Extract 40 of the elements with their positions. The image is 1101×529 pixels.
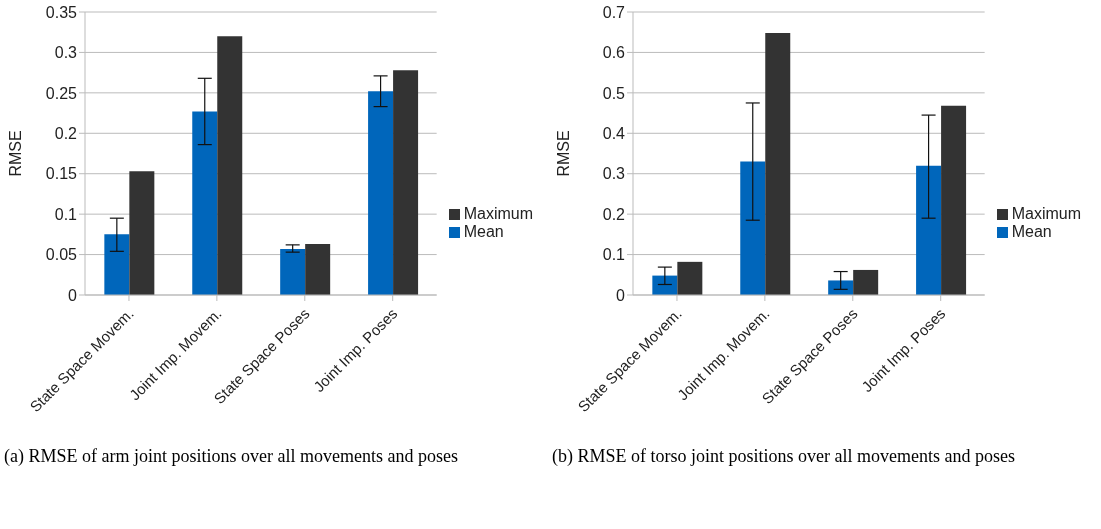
bar: [217, 36, 243, 295]
y-tick-label: 0.1: [602, 246, 626, 264]
y-tick-label: 0: [68, 286, 78, 304]
bar: [104, 234, 130, 295]
bar: [393, 70, 419, 295]
text: (a) RMSE of arm joint positions over all movements and poses: [3, 445, 459, 467]
bar: [368, 91, 394, 295]
bar: [853, 269, 879, 295]
y-tick-label: 0.7: [602, 3, 626, 21]
y-tick-label: 0.5: [602, 84, 626, 102]
bar: [677, 261, 703, 295]
y-tick-label: 0.4: [602, 124, 626, 142]
bar: [916, 165, 942, 295]
legend-label: Mean: [1011, 222, 1052, 240]
legend-label: Maximum: [1011, 204, 1081, 222]
y-tick-label: 0.25: [45, 84, 78, 102]
bar: [129, 171, 155, 295]
y-tick-label: 0.2: [54, 124, 78, 142]
bar: [765, 33, 791, 295]
bar: [740, 161, 766, 295]
y-tick-label: 0.2: [602, 205, 626, 223]
y-tick-label: 0.1: [54, 205, 78, 223]
y-tick-label: 0.3: [54, 44, 78, 62]
bar: [192, 111, 218, 295]
bar: [941, 105, 967, 295]
y-tick-label: 0: [616, 286, 626, 304]
y-tick-label: 0.3: [602, 165, 626, 183]
legend-label: Maximum: [463, 204, 533, 222]
bar: [280, 248, 306, 295]
y-tick-label: 0.05: [45, 246, 78, 264]
bar: [828, 280, 854, 295]
y-axis-title: RMSE: [554, 130, 572, 177]
y-tick-label: 0.15: [45, 165, 78, 183]
y-tick-label: 0.35: [45, 3, 78, 21]
y-axis-title: RMSE: [6, 130, 24, 177]
bar: [652, 275, 678, 295]
legend-label: Mean: [463, 222, 504, 240]
bar: [305, 244, 331, 295]
text: (b) RMSE of torso joint positions over all movements and poses: [551, 445, 1016, 467]
y-tick-label: 0.6: [602, 44, 626, 62]
